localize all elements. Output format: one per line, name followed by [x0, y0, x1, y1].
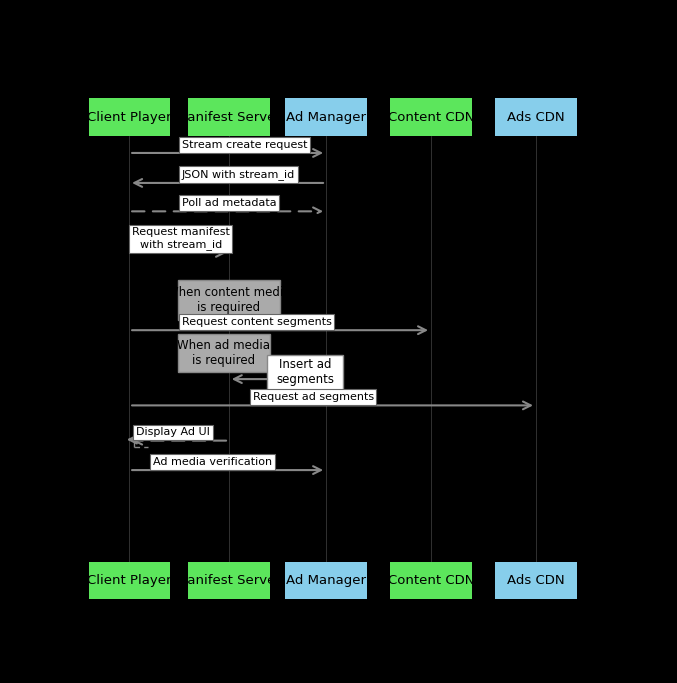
Text: Ad media verification: Ad media verification: [153, 457, 272, 467]
FancyBboxPatch shape: [188, 561, 269, 600]
FancyBboxPatch shape: [178, 334, 269, 372]
Text: Client Player: Client Player: [87, 574, 171, 587]
FancyBboxPatch shape: [285, 561, 367, 600]
FancyBboxPatch shape: [495, 561, 577, 600]
FancyBboxPatch shape: [285, 98, 367, 136]
Text: When content media
is required: When content media is required: [167, 286, 290, 314]
Text: Ads CDN: Ads CDN: [507, 574, 565, 587]
FancyBboxPatch shape: [390, 98, 472, 136]
Text: Ads CDN: Ads CDN: [507, 111, 565, 124]
FancyBboxPatch shape: [267, 355, 343, 403]
FancyBboxPatch shape: [89, 561, 170, 600]
Text: Ad Manager: Ad Manager: [286, 574, 366, 587]
Text: Client Player: Client Player: [87, 111, 171, 124]
FancyBboxPatch shape: [188, 98, 269, 136]
FancyBboxPatch shape: [390, 561, 472, 600]
FancyBboxPatch shape: [89, 98, 170, 136]
Text: Request manifest
with stream_id: Request manifest with stream_id: [132, 227, 230, 250]
Text: Manifest Server: Manifest Server: [177, 111, 282, 124]
Text: Request content segments: Request content segments: [181, 317, 332, 327]
Text: Request ad segments: Request ad segments: [253, 392, 374, 402]
FancyBboxPatch shape: [495, 98, 577, 136]
Text: JSON with stream_id: JSON with stream_id: [181, 169, 295, 180]
Text: When ad media
is required: When ad media is required: [177, 339, 270, 367]
Text: Display Ad UI: Display Ad UI: [136, 428, 210, 438]
Text: Insert ad
segments
with stream_id: Insert ad segments with stream_id: [261, 358, 349, 401]
FancyBboxPatch shape: [178, 281, 280, 320]
Text: Manifest Server: Manifest Server: [177, 574, 282, 587]
Text: Ad Manager: Ad Manager: [286, 111, 366, 124]
Text: Content CDN: Content CDN: [388, 574, 474, 587]
Text: Poll ad metadata: Poll ad metadata: [181, 198, 276, 208]
Text: Stream create request: Stream create request: [181, 140, 307, 150]
Text: Content CDN: Content CDN: [388, 111, 474, 124]
